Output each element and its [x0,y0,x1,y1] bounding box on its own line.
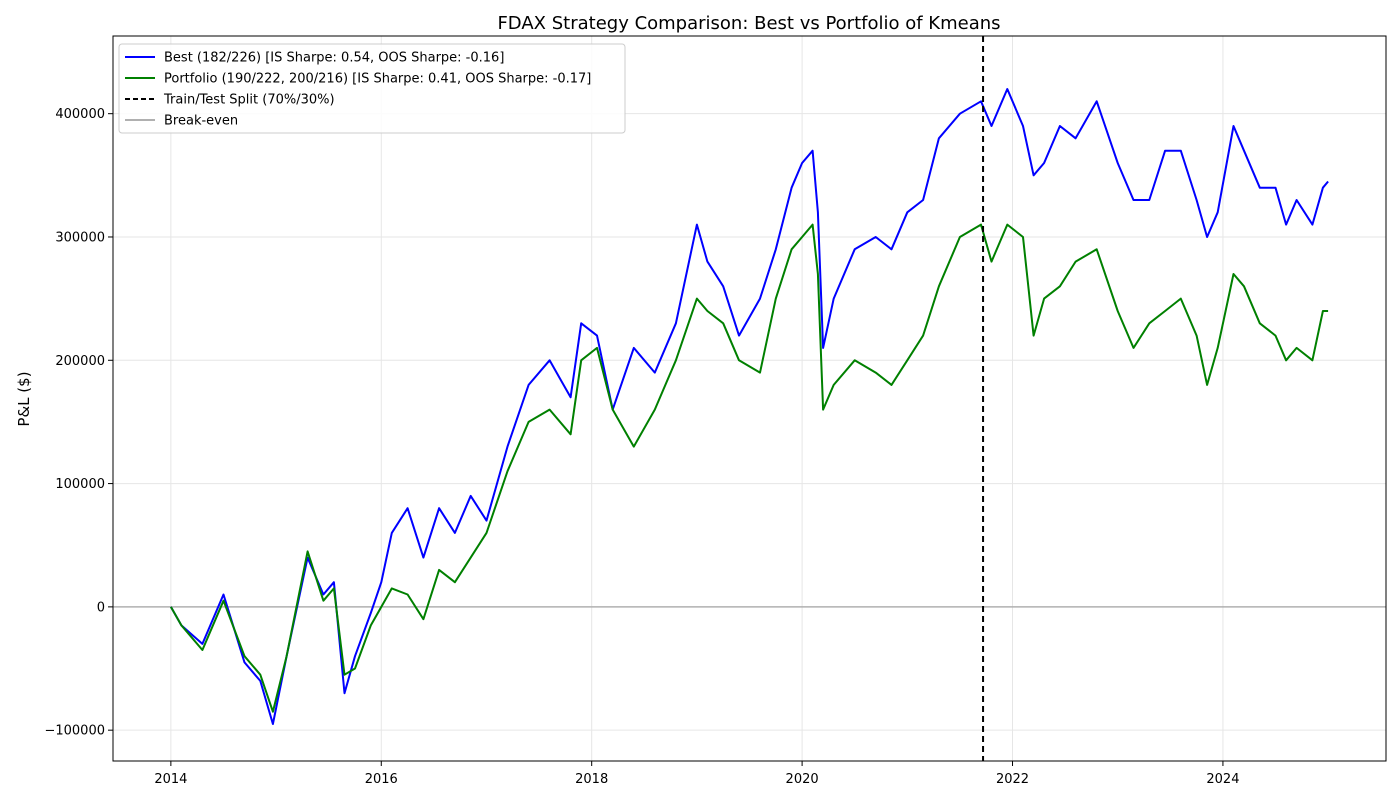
x-tick-label: 2014 [154,772,187,787]
y-tick-label: 0 [97,600,105,615]
y-tick-label: 200000 [55,354,105,369]
legend-label: Break-even [164,114,238,129]
y-tick-label: 300000 [55,230,105,245]
legend-box [118,43,626,134]
x-tick-label: 2016 [365,772,398,787]
x-tick-label: 2022 [996,772,1029,787]
series-line-best [170,88,1329,725]
x-tick-label: 2018 [575,772,608,787]
x-tick-label: 2020 [786,772,819,787]
chart-title: FDAX Strategy Comparison: Best vs Portfo… [497,13,1000,34]
x-tick-label: 2024 [1206,772,1239,787]
legend-entry-split: Train/Test Split (70%/30%) [125,93,335,108]
y-tick-label: 100000 [55,477,105,492]
legend-entry-best: Best (182/226) [IS Sharpe: 0.54, OOS Sha… [125,51,504,66]
legend-label: Best (182/226) [IS Sharpe: 0.54, OOS Sha… [164,51,504,66]
y-axis-label: P&L ($) [15,371,33,426]
y-tick-label: −100000 [44,724,105,739]
legend-label: Train/Test Split (70%/30%) [163,93,335,108]
x-axis: 2014 2016 2018 2020 2022 2024 [154,761,1239,787]
y-axis: −100000 0 100000 200000 300000 400000 [44,107,113,739]
legend-label: Portfolio (190/222, 200/216) [IS Sharpe:… [164,72,591,87]
series-line-portfolio [170,223,1329,713]
legend-entry-break-even: Break-even [125,114,238,129]
y-tick-label: 400000 [55,107,105,122]
plot-frame [112,35,1387,762]
grid [113,36,1386,761]
legend-entry-portfolio: Portfolio (190/222, 200/216) [IS Sharpe:… [125,72,591,87]
series-lines [170,36,1329,761]
legend: Best (182/226) [IS Sharpe: 0.54, OOS Sha… [118,43,626,134]
